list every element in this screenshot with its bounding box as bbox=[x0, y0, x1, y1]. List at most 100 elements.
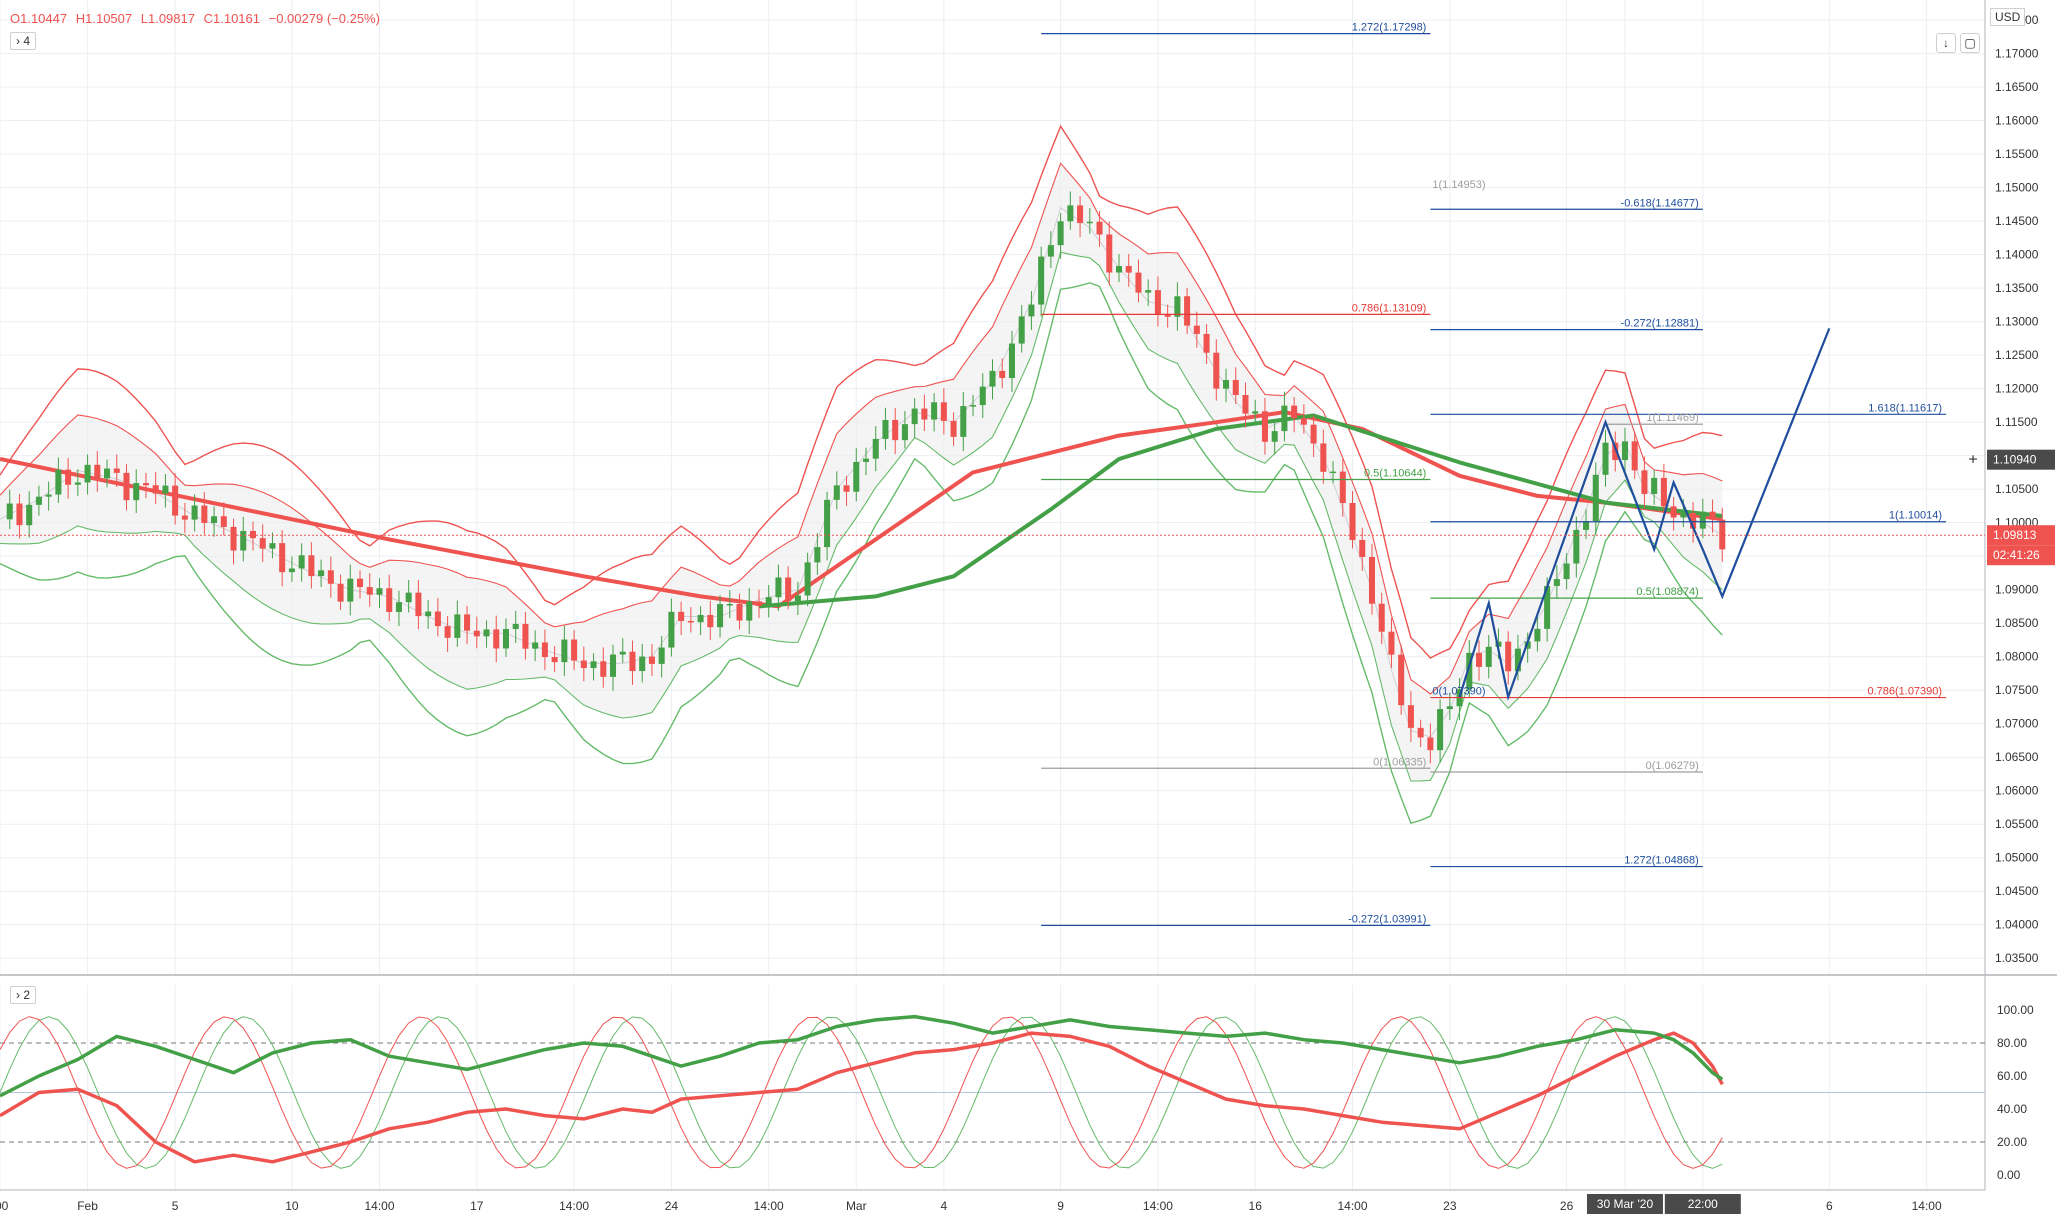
candle bbox=[415, 580, 422, 629]
candle bbox=[1242, 382, 1249, 428]
time-tick-label: 30 Mar '20 bbox=[1597, 1197, 1654, 1211]
candle bbox=[395, 590, 402, 627]
candle-body bbox=[746, 601, 753, 621]
candle-body bbox=[1174, 296, 1181, 317]
candle bbox=[1407, 691, 1414, 742]
arrow-down-icon[interactable]: ↓ bbox=[1936, 33, 1956, 53]
candle-body bbox=[1621, 441, 1628, 461]
candle-body bbox=[473, 630, 480, 637]
candle bbox=[1359, 527, 1366, 571]
osc-legend-toggle[interactable]: › 2 bbox=[10, 986, 37, 1004]
candle bbox=[1184, 287, 1191, 334]
fib-level-label: 1.272(1.04868) bbox=[1624, 855, 1699, 867]
candle-body bbox=[862, 458, 870, 462]
candle-body bbox=[872, 438, 879, 459]
main-legend-toggle[interactable]: › 4 bbox=[10, 32, 37, 50]
currency-label[interactable]: USD bbox=[1990, 8, 2026, 26]
candle bbox=[1719, 507, 1726, 562]
candle bbox=[1300, 404, 1307, 434]
candle-body bbox=[298, 555, 305, 569]
candle bbox=[541, 629, 548, 671]
candle-body bbox=[1096, 221, 1103, 235]
price-tick-label: 1.11500 bbox=[1995, 415, 2038, 429]
oscillator-pane bbox=[0, 1014, 1985, 1169]
candle-body bbox=[1476, 652, 1483, 667]
candle-body bbox=[1417, 727, 1424, 738]
candle-body bbox=[425, 611, 432, 617]
candle bbox=[600, 647, 607, 688]
candle bbox=[970, 394, 977, 417]
oscillator-tick-label: 100.00 bbox=[1997, 1003, 2034, 1017]
candle-body bbox=[1164, 313, 1171, 317]
candle-body bbox=[1592, 474, 1599, 522]
time-tick-label: 6 bbox=[1826, 1199, 1833, 1213]
candle bbox=[1553, 565, 1560, 599]
candle-body bbox=[142, 483, 149, 486]
candle bbox=[639, 643, 646, 683]
candle bbox=[123, 464, 130, 511]
candle bbox=[1563, 553, 1570, 590]
candle bbox=[327, 556, 334, 598]
ohlc-high: H1.10507 bbox=[75, 11, 133, 26]
candle bbox=[201, 492, 208, 535]
candle-body bbox=[1271, 431, 1278, 442]
candle-body bbox=[65, 469, 72, 485]
lower-band-inner bbox=[0, 251, 1723, 782]
candle-body bbox=[366, 587, 373, 595]
candle bbox=[775, 564, 782, 611]
candle-body bbox=[35, 496, 42, 505]
candle-body bbox=[1407, 705, 1414, 728]
candle bbox=[26, 491, 33, 538]
candle bbox=[1514, 634, 1521, 681]
candlestick-series bbox=[6, 191, 1726, 764]
crosshair-price-badge-text: 1.10940 bbox=[1993, 453, 2037, 467]
candle-body bbox=[629, 651, 636, 672]
price-tick-label: 1.14000 bbox=[1995, 248, 2039, 262]
time-tick-label: 14:00 bbox=[1338, 1199, 1368, 1213]
candle-body bbox=[648, 656, 655, 664]
candle bbox=[1621, 427, 1628, 474]
time-badge: 30 Mar '20 bbox=[1586, 1194, 1663, 1214]
candle bbox=[1057, 212, 1064, 259]
candle bbox=[999, 358, 1006, 389]
oscillator-tick-label: 0.00 bbox=[1997, 1168, 2021, 1182]
candle-body bbox=[1505, 641, 1512, 672]
candle-body bbox=[1106, 234, 1113, 273]
candle bbox=[308, 542, 315, 589]
candle bbox=[736, 593, 743, 630]
candle-body bbox=[989, 370, 996, 387]
time-tick-label: 17 bbox=[470, 1199, 484, 1213]
candle bbox=[911, 398, 918, 438]
fib-level-label: 0.5(1.08874) bbox=[1636, 586, 1698, 598]
candle bbox=[1690, 502, 1697, 543]
candle-body bbox=[736, 603, 743, 621]
candle bbox=[249, 521, 257, 551]
candle bbox=[133, 469, 140, 514]
candle-body bbox=[444, 626, 451, 638]
candle-body bbox=[1028, 304, 1035, 317]
price-tick-label: 1.12500 bbox=[1995, 348, 2039, 362]
fib-level-label: 0(1.06279) bbox=[1646, 760, 1699, 772]
candle bbox=[862, 447, 870, 476]
candle bbox=[726, 590, 733, 619]
candle bbox=[746, 588, 753, 635]
candle bbox=[989, 359, 996, 400]
candle-body bbox=[1291, 405, 1298, 419]
ohlc-legend: O1.10447 H1.10507 L1.09817 C1.10161 −0.0… bbox=[10, 11, 385, 26]
candle bbox=[1427, 723, 1434, 764]
square-icon[interactable]: ▢ bbox=[1960, 33, 1980, 53]
candle-body bbox=[1310, 424, 1317, 444]
time-tick-label: 5 bbox=[172, 1199, 179, 1213]
candle bbox=[687, 607, 694, 633]
candle bbox=[648, 644, 655, 676]
candle bbox=[211, 506, 218, 537]
crosshair-plus-icon: + bbox=[1968, 452, 1977, 469]
candle-body bbox=[707, 614, 714, 628]
fib-level-label: 1.272(1.17298) bbox=[1352, 22, 1427, 34]
candle-body bbox=[1330, 471, 1337, 474]
candle-body bbox=[191, 505, 198, 520]
candle bbox=[1271, 420, 1278, 455]
candle-body bbox=[240, 530, 247, 551]
price-tick-label: 1.05000 bbox=[1995, 851, 2039, 865]
